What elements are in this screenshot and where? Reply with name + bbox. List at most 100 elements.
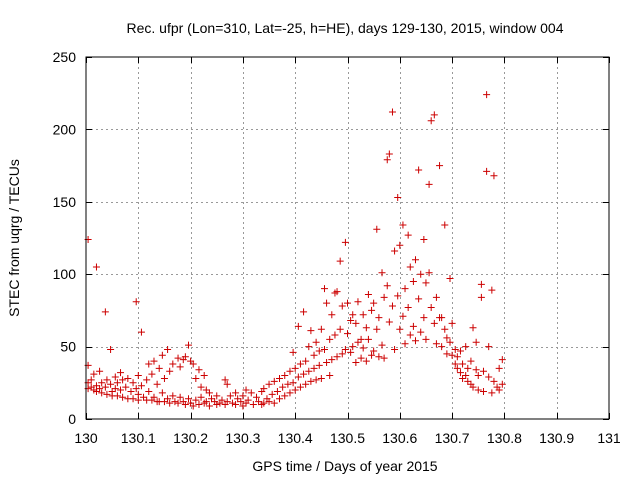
data-point [132, 385, 140, 393]
data-point [352, 359, 360, 367]
data-point [385, 150, 393, 158]
data-point [281, 372, 289, 380]
data-point [202, 398, 210, 406]
data-point [300, 370, 308, 378]
data-point [185, 395, 193, 403]
data-point [409, 322, 417, 330]
x-axis-label: GPS time / Days of year 2015 [252, 458, 437, 474]
data-point [117, 386, 125, 394]
data-point [380, 293, 388, 301]
data-point [441, 325, 449, 333]
data-point [312, 376, 320, 384]
data-point [317, 374, 325, 382]
data-point [472, 338, 480, 346]
data-point [213, 401, 221, 409]
data-point [357, 354, 365, 362]
data-point [148, 370, 156, 378]
data-point [265, 398, 273, 406]
data-point [417, 270, 425, 278]
data-point [158, 389, 166, 397]
data-point [488, 286, 496, 294]
data-point [98, 389, 106, 397]
data-point [273, 387, 281, 395]
data-point [422, 279, 430, 287]
data-point [383, 156, 391, 164]
data-point [443, 350, 451, 358]
y-tick-label: 0 [68, 411, 76, 427]
data-point [469, 383, 477, 391]
data-point [145, 360, 153, 368]
data-point [279, 383, 287, 391]
y-tick-label: 100 [53, 266, 77, 282]
data-point [498, 380, 506, 388]
data-point [192, 374, 200, 382]
data-point [213, 392, 221, 400]
data-point [150, 393, 158, 401]
data-point [98, 379, 106, 387]
data-point [370, 299, 378, 307]
data-point [171, 398, 179, 406]
data-point [456, 347, 464, 355]
data-point [385, 318, 393, 326]
data-point [195, 366, 203, 374]
data-point [401, 340, 409, 348]
data-point [427, 117, 435, 125]
data-point [411, 337, 419, 345]
data-point [289, 348, 297, 356]
data-point [242, 386, 250, 394]
data-point [490, 172, 498, 180]
data-points [84, 91, 506, 410]
data-point [249, 401, 257, 409]
data-point [92, 263, 100, 271]
data-point [415, 295, 423, 303]
data-point [153, 380, 161, 388]
data-point [479, 387, 487, 395]
data-point [375, 314, 383, 322]
data-point [430, 319, 438, 327]
data-point [300, 308, 308, 316]
data-point [260, 399, 268, 407]
x-tick-label: 130.1 [121, 430, 156, 446]
data-point [462, 372, 470, 380]
data-point [87, 376, 95, 384]
data-point [459, 374, 467, 382]
data-point [448, 351, 456, 359]
data-point [111, 373, 119, 381]
data-point [404, 231, 412, 239]
data-point [218, 396, 226, 404]
x-tick-label: 130.3 [225, 430, 260, 446]
data-point [451, 345, 459, 353]
y-tick-label: 150 [53, 194, 77, 210]
data-point [160, 374, 168, 382]
data-point [90, 370, 98, 378]
data-point [432, 293, 440, 301]
data-point [119, 393, 127, 401]
data-point [176, 393, 184, 401]
data-point [456, 369, 464, 377]
data-point [185, 341, 193, 349]
data-point [111, 385, 119, 393]
data-point [464, 364, 472, 372]
data-point [291, 364, 299, 372]
x-tick-label: 130.2 [173, 430, 208, 446]
data-point [396, 241, 404, 249]
data-point [469, 324, 477, 332]
data-point [155, 364, 163, 372]
data-point [495, 386, 503, 394]
x-tick-label: 131 [597, 430, 621, 446]
grid-lines [86, 57, 609, 419]
data-point [347, 317, 355, 325]
data-point [232, 389, 240, 397]
data-point [92, 387, 100, 395]
data-point [205, 402, 213, 410]
data-point [331, 331, 339, 339]
data-point [223, 398, 231, 406]
data-point [357, 335, 365, 343]
data-point [150, 357, 158, 365]
data-point [169, 360, 177, 368]
data-point [336, 325, 344, 333]
data-point [317, 325, 325, 333]
data-point [134, 372, 142, 380]
data-point [119, 376, 127, 384]
